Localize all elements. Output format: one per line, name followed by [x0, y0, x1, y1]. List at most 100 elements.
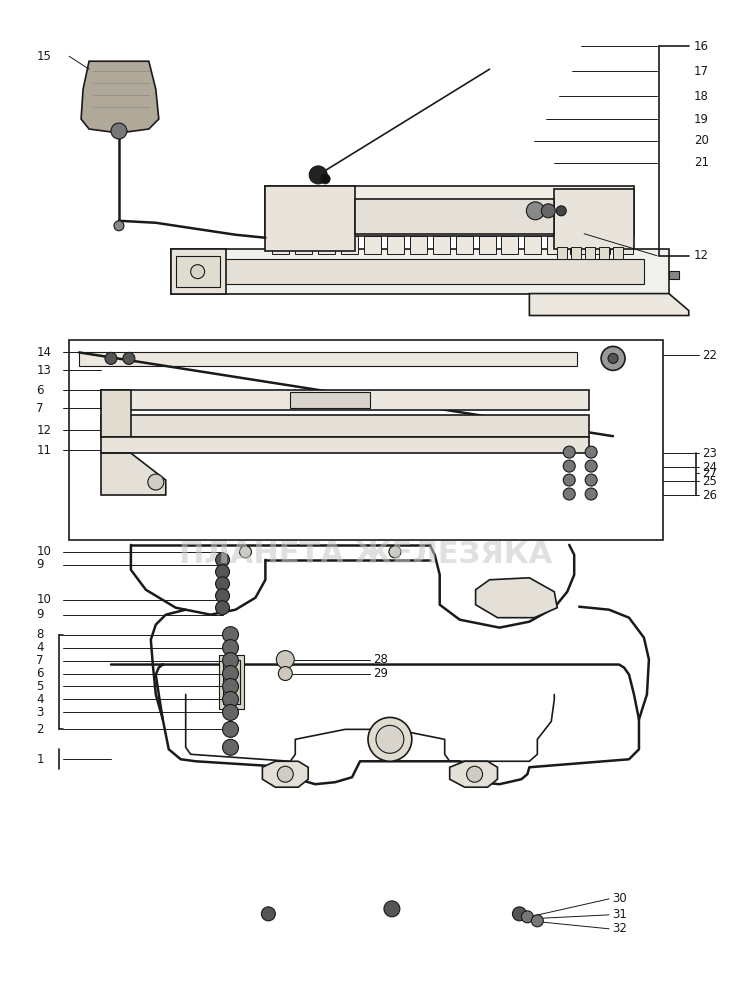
- Text: 23: 23: [702, 447, 717, 460]
- Circle shape: [601, 346, 625, 370]
- Circle shape: [261, 907, 275, 921]
- Text: 5: 5: [37, 680, 44, 693]
- Circle shape: [223, 653, 239, 669]
- Bar: [219, 655, 244, 709]
- Circle shape: [111, 123, 127, 139]
- Text: 30: 30: [612, 892, 627, 905]
- Text: 11: 11: [37, 444, 51, 457]
- Circle shape: [542, 204, 556, 218]
- Ellipse shape: [574, 208, 608, 223]
- Bar: [171, 249, 225, 294]
- Text: 12: 12: [37, 424, 51, 437]
- Bar: [410, 236, 427, 254]
- Bar: [501, 236, 518, 254]
- Bar: [171, 249, 669, 294]
- Bar: [176, 256, 220, 287]
- Bar: [364, 236, 381, 254]
- Text: 21: 21: [694, 156, 709, 169]
- Text: 28: 28: [373, 653, 388, 666]
- Circle shape: [389, 546, 401, 558]
- Bar: [585, 247, 595, 259]
- Circle shape: [105, 352, 117, 364]
- Circle shape: [223, 721, 239, 737]
- Ellipse shape: [292, 208, 324, 223]
- Bar: [291, 392, 370, 408]
- Circle shape: [223, 640, 239, 656]
- Text: 9: 9: [37, 558, 44, 571]
- Polygon shape: [476, 578, 557, 618]
- Bar: [548, 236, 564, 254]
- Circle shape: [585, 446, 597, 458]
- Text: 10: 10: [37, 545, 51, 558]
- Text: 17: 17: [694, 65, 709, 78]
- Bar: [79, 352, 578, 366]
- Polygon shape: [262, 761, 308, 787]
- Circle shape: [563, 446, 575, 458]
- Text: 8: 8: [37, 628, 44, 641]
- Circle shape: [563, 460, 575, 472]
- Bar: [272, 236, 289, 254]
- Circle shape: [512, 907, 526, 921]
- Circle shape: [368, 717, 412, 761]
- Circle shape: [223, 691, 239, 707]
- Text: 12: 12: [694, 249, 709, 262]
- Bar: [223, 660, 241, 704]
- Bar: [341, 236, 358, 254]
- Bar: [570, 236, 587, 254]
- Circle shape: [223, 679, 239, 694]
- Circle shape: [556, 206, 567, 216]
- Circle shape: [148, 474, 164, 490]
- Text: 10: 10: [37, 593, 51, 606]
- Bar: [387, 236, 404, 254]
- Bar: [479, 236, 496, 254]
- Circle shape: [563, 474, 575, 486]
- Text: 31: 31: [612, 908, 627, 921]
- Bar: [669, 271, 679, 279]
- Circle shape: [320, 174, 330, 184]
- Polygon shape: [449, 761, 498, 787]
- Circle shape: [190, 265, 205, 279]
- Text: 9: 9: [37, 608, 44, 621]
- Bar: [266, 186, 355, 251]
- Bar: [613, 247, 623, 259]
- Text: 27: 27: [702, 467, 717, 480]
- Circle shape: [277, 766, 294, 782]
- Circle shape: [215, 577, 230, 591]
- Text: ПЛАНЕТА ЖЕЛЕЗЯКА: ПЛАНЕТА ЖЕЛЕЗЯКА: [179, 540, 553, 569]
- Bar: [101, 390, 131, 437]
- Circle shape: [123, 352, 135, 364]
- Text: 18: 18: [694, 90, 709, 103]
- Circle shape: [223, 666, 239, 681]
- Circle shape: [215, 553, 230, 567]
- Circle shape: [215, 601, 230, 615]
- Text: 4: 4: [37, 693, 44, 706]
- Circle shape: [585, 460, 597, 472]
- Bar: [433, 236, 449, 254]
- Circle shape: [585, 474, 597, 486]
- Circle shape: [223, 627, 239, 643]
- Polygon shape: [81, 61, 159, 133]
- Circle shape: [215, 589, 230, 603]
- Bar: [616, 236, 633, 254]
- Text: 4: 4: [37, 641, 44, 654]
- Circle shape: [608, 353, 618, 363]
- Circle shape: [223, 704, 239, 720]
- Circle shape: [384, 901, 400, 917]
- Circle shape: [114, 221, 124, 231]
- Text: 6: 6: [37, 667, 44, 680]
- Bar: [295, 236, 313, 254]
- Bar: [318, 236, 335, 254]
- Text: 3: 3: [37, 706, 44, 719]
- Text: 22: 22: [702, 349, 717, 362]
- Bar: [455, 236, 473, 254]
- Circle shape: [278, 667, 292, 680]
- Circle shape: [585, 488, 597, 500]
- Polygon shape: [101, 453, 165, 495]
- Bar: [593, 236, 610, 254]
- Circle shape: [277, 651, 294, 669]
- Text: 1: 1: [37, 753, 44, 766]
- Bar: [266, 186, 634, 236]
- Text: 2: 2: [37, 723, 44, 736]
- Circle shape: [526, 202, 545, 220]
- Polygon shape: [529, 294, 689, 316]
